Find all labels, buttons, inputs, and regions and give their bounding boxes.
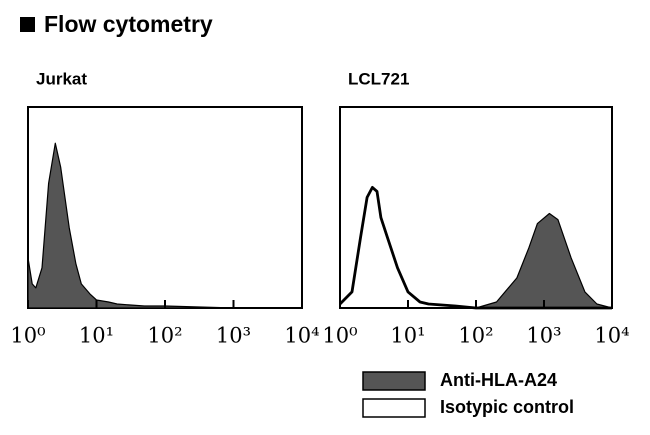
x-tick-label: 10⁴ <box>594 324 629 348</box>
legend-swatch <box>362 398 426 418</box>
x-tick-label: 10¹ <box>390 324 425 348</box>
x-tick-label: 10⁰ <box>10 324 45 348</box>
legend: Anti-HLA-A24 Isotypic control <box>362 370 574 418</box>
histogram-area <box>475 212 613 309</box>
legend-label: Anti-HLA-A24 <box>440 370 557 390</box>
histogram-line <box>339 186 612 310</box>
legend-label: Isotypic control <box>440 397 574 417</box>
plot-title: LCL721 <box>348 69 409 88</box>
x-tick-label: 10³ <box>526 324 561 348</box>
header-title: Flow cytometry <box>44 11 213 37</box>
legend-swatch <box>362 371 426 391</box>
x-tick-label: 10¹ <box>79 324 114 348</box>
x-tick-label: 10³ <box>216 324 251 348</box>
plot-title: Jurkat <box>36 69 87 88</box>
x-tick-label: 10⁴ <box>284 324 319 348</box>
x-tick-label: 10² <box>458 324 493 348</box>
header-marker <box>20 17 35 32</box>
histogram-area <box>27 142 303 309</box>
x-tick-label: 10⁰ <box>322 324 357 348</box>
x-tick-label: 10² <box>147 324 182 348</box>
